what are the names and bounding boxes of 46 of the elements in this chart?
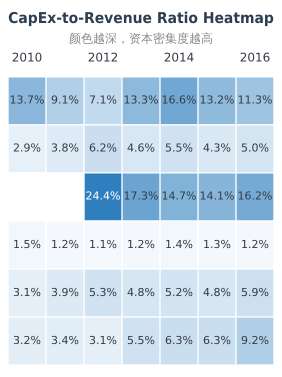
data-label: 14.1% xyxy=(200,190,234,203)
data-label: 1.3% xyxy=(203,238,231,251)
data-label: 14.7% xyxy=(162,190,196,203)
data-label: 13.3% xyxy=(124,94,158,107)
data-label: 24.4% xyxy=(86,190,120,203)
data-label: 2.9% xyxy=(13,142,41,155)
data-label: 13.7% xyxy=(10,94,44,107)
data-label: 1.5% xyxy=(13,238,41,251)
data-label: 1.2% xyxy=(127,238,155,251)
data-label: 5.0% xyxy=(241,142,269,155)
x-tick-label: 2012 xyxy=(88,50,118,65)
data-label: 16.6% xyxy=(162,94,196,107)
data-label: 6.3% xyxy=(203,334,231,347)
data-label: 5.3% xyxy=(89,286,117,299)
data-label: 3.8% xyxy=(51,142,79,155)
x-tick-label: 2014 xyxy=(164,50,194,65)
data-label: 1.1% xyxy=(89,238,117,251)
data-label: 3.2% xyxy=(13,334,41,347)
chart-title: CapEx-to-Revenue Ratio Heatmap xyxy=(8,10,274,28)
data-label: 9.2% xyxy=(241,334,269,347)
chart-subtitle: 颜色越深，资本密集度越高 xyxy=(69,31,213,46)
data-label: 1.4% xyxy=(165,238,193,251)
data-label: 6.3% xyxy=(165,334,193,347)
data-label: 17.3% xyxy=(124,190,158,203)
data-label: 5.9% xyxy=(241,286,269,299)
data-label: 1.2% xyxy=(51,238,79,251)
data-label: 6.2% xyxy=(89,142,117,155)
data-label: 9.1% xyxy=(51,94,79,107)
data-label: 4.8% xyxy=(127,286,155,299)
data-label: 1.2% xyxy=(241,238,269,251)
data-label: 5.2% xyxy=(165,286,193,299)
data-label: 4.3% xyxy=(203,142,231,155)
data-label: 13.2% xyxy=(200,94,234,107)
data-label: 3.4% xyxy=(51,334,79,347)
data-label: 3.1% xyxy=(89,334,117,347)
data-label: 5.5% xyxy=(127,334,155,347)
data-label: 4.6% xyxy=(127,142,155,155)
data-label: 3.1% xyxy=(13,286,41,299)
data-label: 7.1% xyxy=(89,94,117,107)
data-label: 5.5% xyxy=(165,142,193,155)
data-label: 16.2% xyxy=(238,190,272,203)
data-label: 11.3% xyxy=(238,94,272,107)
data-label: 3.9% xyxy=(51,286,79,299)
x-tick-label: 2010 xyxy=(12,50,42,65)
x-tick-label: 2016 xyxy=(240,50,270,65)
data-label: 4.8% xyxy=(203,286,231,299)
